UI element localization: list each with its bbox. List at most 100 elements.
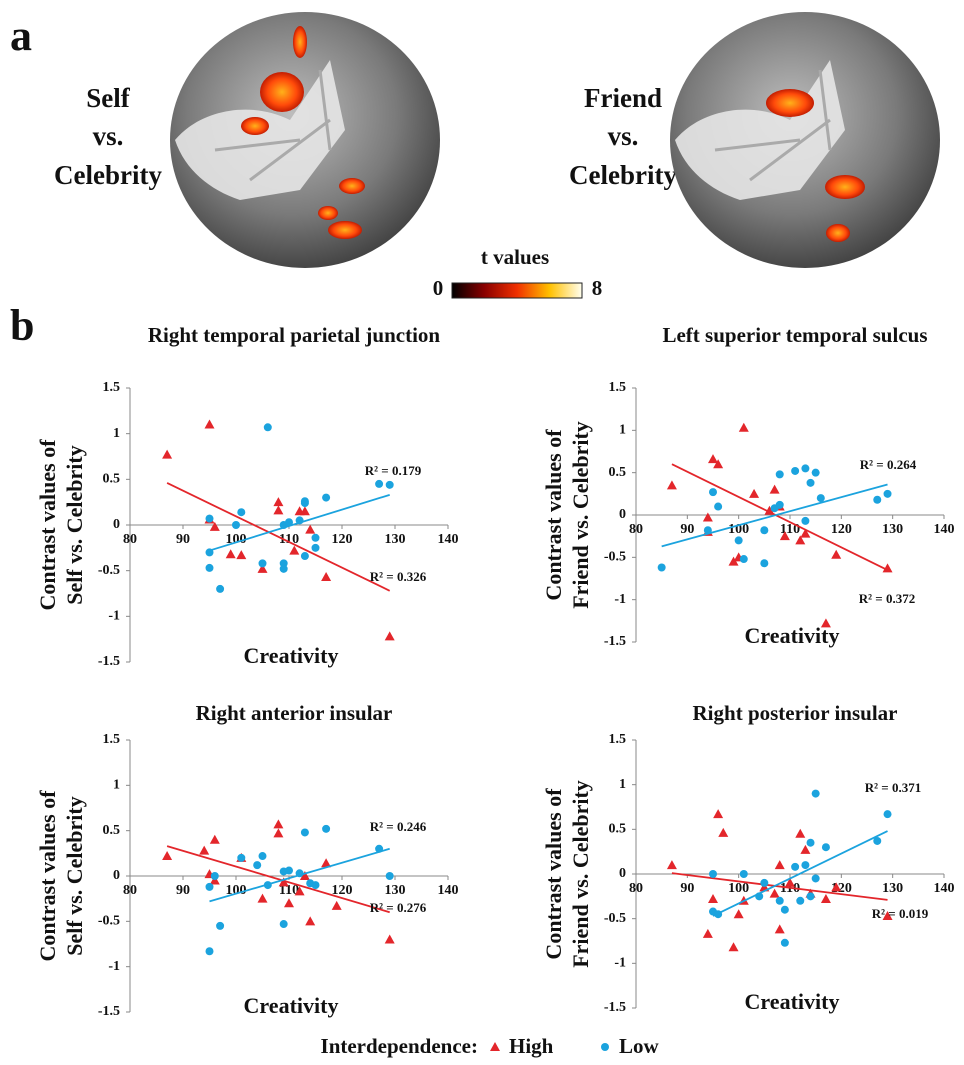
point [770,889,780,898]
point [760,559,768,567]
point [884,810,892,818]
y-tick-label: 0 [619,866,626,881]
point [739,423,749,432]
point [709,488,717,496]
y-tick-label: 0 [619,507,626,522]
point [385,631,395,640]
point [206,947,214,955]
legend: HighLow [490,1034,660,1058]
point [312,881,320,889]
point [321,572,331,581]
annotation: R² = 0.246 [370,819,427,834]
x-tick-label: 130 [882,522,903,537]
point [873,496,881,504]
point [776,501,784,509]
point [703,929,713,938]
point [795,829,805,838]
y-tick-label: 1 [113,426,120,441]
point [708,454,718,463]
point [884,490,892,498]
y-tick-label: -1.5 [604,634,626,649]
y-axis-label: Friend vs. Celebrity [568,780,593,968]
point [237,508,245,516]
y-tick-label: 0 [113,517,120,532]
point [226,549,236,558]
point [807,839,815,847]
point [258,894,268,903]
y-tick-label: -0.5 [98,563,120,578]
point [322,825,330,833]
point [760,526,768,534]
point [775,860,785,869]
x-tick-label: 140 [934,522,955,537]
x-tick-label: 90 [680,522,694,537]
y-tick-label: -0.5 [604,911,626,926]
y-axis-label: Contrast values of [35,439,60,611]
point [812,790,820,798]
point [709,870,717,878]
point [714,503,722,511]
annotation: R² = 0.372 [859,591,915,606]
point [873,837,881,845]
chart-title: Right posterior insular [693,701,898,725]
point [791,467,799,475]
x-axis-label: Creativity [745,989,840,1014]
point [273,828,283,837]
point [273,819,283,828]
point [305,916,315,925]
x-tick-label: 90 [176,883,190,898]
point [776,897,784,905]
point [822,843,830,851]
y-tick-label: 1.5 [609,380,627,395]
trendline [167,846,390,912]
caption: Self [86,83,131,113]
point [301,497,309,505]
caption: Friend [584,83,662,113]
point [332,901,342,910]
point [259,852,267,860]
y-axis-label: Contrast values of [541,788,566,960]
point [703,513,713,522]
x-tick-label: 80 [123,883,137,898]
chart-title: Right anterior insular [196,701,393,725]
caption: vs. [608,121,639,151]
point [264,423,272,431]
point [714,910,722,918]
trendline [672,464,888,570]
point [296,516,304,524]
point [812,874,820,882]
panel-label: b [10,301,34,350]
x-tick-label: 120 [332,532,353,547]
x-tick-label: 80 [123,532,137,547]
point [776,470,784,478]
colorbar-min: 0 [433,276,444,300]
point [817,494,825,502]
y-axis-label: Contrast values of [35,790,60,962]
x-tick-label: 100 [728,881,749,896]
point [713,809,723,818]
point [735,536,743,544]
x-tick-label: 80 [629,881,643,896]
point [216,585,224,593]
point [280,565,288,573]
chart-title: Right temporal parietal junction [148,323,441,347]
figure: a Self vs. Celebrity Friend vs. Celebrit… [0,0,964,1065]
point [704,526,712,534]
point [206,564,214,572]
x-tick-label: 80 [629,522,643,537]
point [305,525,315,534]
point [285,518,293,526]
colorbar-max: 8 [592,276,603,300]
point [322,494,330,502]
legend-label: Low [619,1034,660,1058]
y-tick-label: 0.5 [103,823,121,838]
point [211,872,219,880]
point [285,867,293,875]
point [236,550,246,559]
y-tick-label: -0.5 [98,914,120,929]
brain-image [670,12,940,268]
x-tick-label: 130 [385,532,406,547]
point [812,469,820,477]
y-axis-label: Friend vs. Celebrity [568,421,593,609]
point [801,861,809,869]
